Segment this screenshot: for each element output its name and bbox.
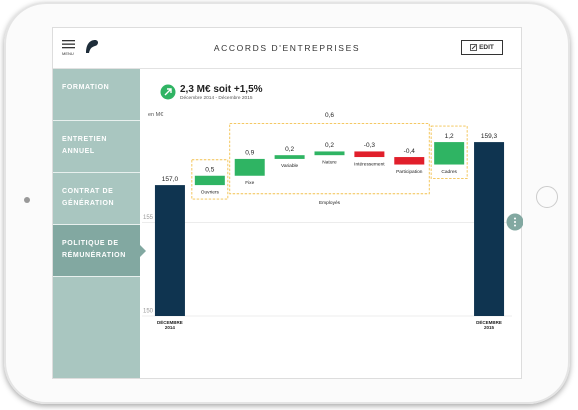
value-label: 0,2 <box>325 142 334 149</box>
bar <box>274 155 305 159</box>
group-box <box>229 122 430 195</box>
bar <box>154 185 185 316</box>
sidebar: FORMATION ENTRETIEN ANNUEL CONTRAT DE GÉNÉ… <box>53 69 140 378</box>
value-label: 157,0 <box>162 176 179 183</box>
value-label: 0,5 <box>205 166 214 173</box>
value-label: 1,2 <box>445 133 454 140</box>
sidebar-item[interactable]: CONTRAT DE GÉNÉRATION <box>53 173 140 225</box>
logo <box>86 40 98 53</box>
highlight-box <box>191 159 229 200</box>
value-label: -0,3 <box>364 142 376 149</box>
category-label: Ouvriers <box>201 189 220 195</box>
home-button[interactable] <box>536 186 558 208</box>
value-label: -0,4 <box>404 148 416 155</box>
bar <box>314 151 345 156</box>
menu-icon[interactable] <box>62 40 78 50</box>
category-label: Intéressement <box>354 161 385 167</box>
header: MENU ACCORDS D'ENTREPRISES EDIT <box>53 28 521 69</box>
category-label: Variable <box>281 163 299 169</box>
bar <box>234 158 265 176</box>
x-tick-label: DÉCEMBRE 2015 <box>476 320 502 330</box>
menu-label: MENU <box>62 51 74 56</box>
highlight-box <box>430 125 468 179</box>
bar <box>394 157 425 165</box>
bar <box>434 142 465 165</box>
category-label: Fixe <box>245 180 254 186</box>
value-label: 159,3 <box>481 133 498 140</box>
edit-icon <box>470 44 477 51</box>
bar <box>474 142 505 316</box>
y-axis-label: en M€ <box>148 112 164 118</box>
category-label: Nature <box>322 159 337 165</box>
sidebar-item[interactable]: POLITIQUE DE RÉMUNÉRATION <box>53 225 140 277</box>
summary: 2,3 M€ soit +1,5% <box>180 84 263 95</box>
edit-button[interactable]: EDIT <box>461 40 503 55</box>
value-label: 0,2 <box>285 146 294 153</box>
y-tick-label: 155 <box>143 215 154 221</box>
x-tick-label: DÉCEMBRE 2014 <box>157 320 183 330</box>
edit-label: EDIT <box>479 44 494 51</box>
app-title: ACCORDS D'ENTREPRISES <box>213 43 361 53</box>
sidebar-item[interactable]: ENTRETIEN ANNUEL <box>53 121 140 173</box>
camera <box>24 197 30 203</box>
category-label: Cadres <box>441 169 457 175</box>
period: Décembre 2014 - Décembre 2015 <box>180 96 253 101</box>
side-tab[interactable] <box>505 212 523 232</box>
bar <box>354 151 385 158</box>
trend-icon <box>160 84 176 100</box>
value-label: 0,9 <box>245 150 254 157</box>
group-value-label: 0,6 <box>325 112 334 119</box>
category-label: Participation <box>396 169 423 175</box>
sidebar-item[interactable]: FORMATION <box>53 69 140 121</box>
y-tick-label: 150 <box>143 309 154 315</box>
group-name: Employés <box>319 200 341 206</box>
bar <box>194 175 225 186</box>
active-notch <box>140 245 146 257</box>
